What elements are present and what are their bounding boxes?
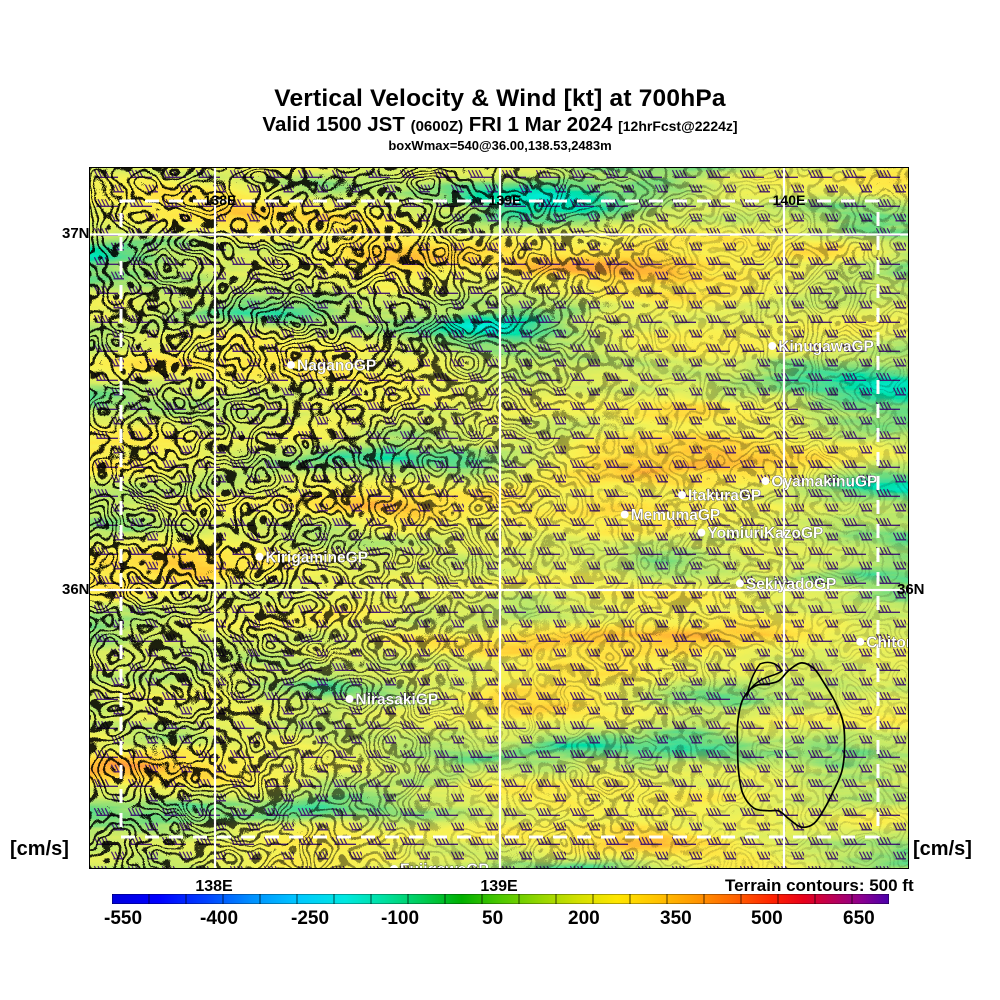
svg-text:ItakuraGP: ItakuraGP <box>688 488 761 505</box>
svg-text:YomiuriKazoGP: YomiuriKazoGP <box>707 525 823 542</box>
svg-text:138E: 138E <box>204 192 237 208</box>
svg-text:KirigamineGP: KirigamineGP <box>266 549 369 566</box>
svg-text:139E: 139E <box>489 192 522 208</box>
svg-text:Chitone: Chitone <box>866 634 909 651</box>
svg-text:FujigawaGP: FujigawaGP <box>400 862 489 870</box>
svg-text:140E: 140E <box>773 192 806 208</box>
svg-text:NaganoGP: NaganoGP <box>297 358 376 375</box>
svg-text:OyamakinuGP: OyamakinuGP <box>771 474 877 491</box>
svg-text:SekiyadoGP: SekiyadoGP <box>746 576 836 593</box>
svg-text:KinugawaGP: KinugawaGP <box>778 339 874 356</box>
svg-text:MemumaGP: MemumaGP <box>631 507 721 524</box>
svg-text:NirasakiGP: NirasakiGP <box>356 692 439 709</box>
